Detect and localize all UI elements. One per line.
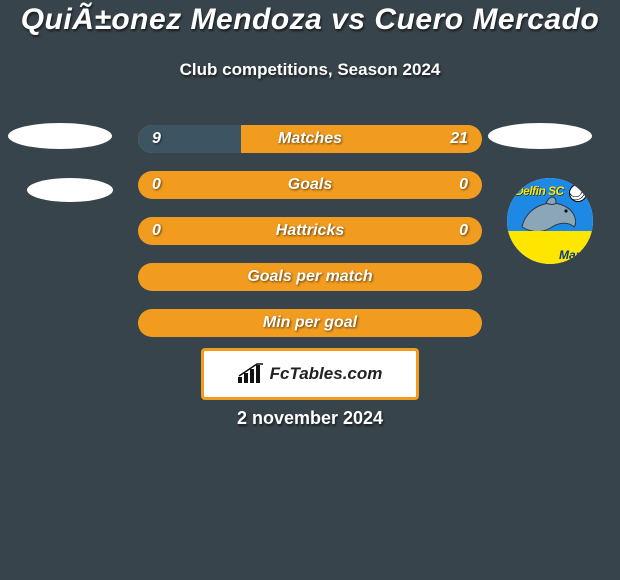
bar-chart-icon: [238, 363, 264, 385]
dolphin-icon: [516, 193, 584, 231]
badge-city: Mant: [559, 248, 587, 262]
fctables-branding: FcTables.com: [201, 348, 419, 400]
stat-row: Goals per match: [138, 263, 482, 291]
right-team-ellipse: [488, 123, 592, 149]
left-team-ellipse: [8, 123, 112, 149]
stat-left-value: 0: [152, 176, 161, 194]
badge-bottom: Mant: [507, 231, 593, 264]
right-team-badge: Delfin SC Mant: [507, 178, 593, 264]
stat-row: Matches 9 21: [138, 125, 482, 153]
badge-top: Delfin SC: [507, 178, 593, 231]
date-label: 2 november 2024: [0, 408, 620, 429]
stat-label: Goals per match: [247, 268, 372, 286]
fctables-label: FcTables.com: [270, 364, 383, 384]
stat-label: Matches: [278, 130, 342, 148]
stat-label: Hattricks: [276, 222, 344, 240]
left-team-ellipse: [27, 178, 113, 202]
stat-right-value: 21: [450, 130, 468, 148]
stat-left-value: 9: [152, 130, 161, 148]
stat-label: Goals: [288, 176, 332, 194]
stat-row: Goals 0 0: [138, 171, 482, 199]
subtitle: Club competitions, Season 2024: [0, 60, 620, 80]
stat-left-value: 0: [152, 222, 161, 240]
stat-right-value: 0: [459, 222, 468, 240]
stat-row: Hattricks 0 0: [138, 217, 482, 245]
stat-right-value: 0: [459, 176, 468, 194]
stat-label: Min per goal: [263, 314, 357, 332]
stat-row: Min per goal: [138, 309, 482, 337]
comparison-bars: Matches 9 21 Goals 0 0 Hattricks 0 0 Goals per ma…: [138, 125, 482, 355]
page-title: QuiÃ±onez Mendoza vs Cuero Mercado: [0, 0, 620, 37]
